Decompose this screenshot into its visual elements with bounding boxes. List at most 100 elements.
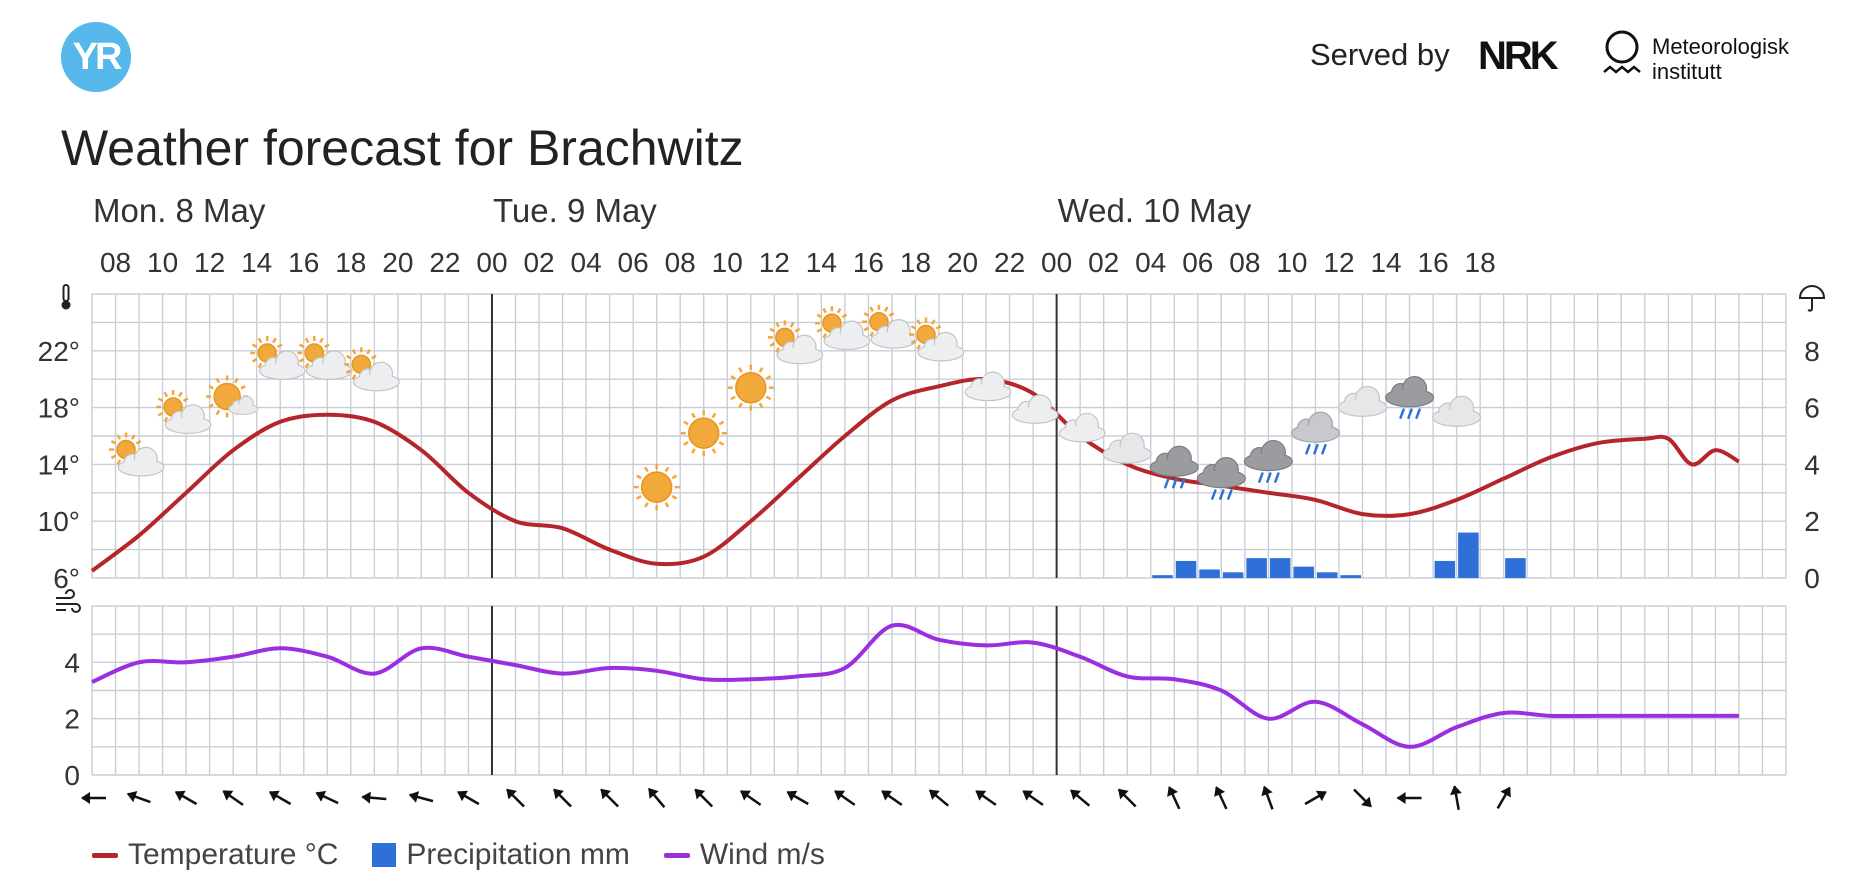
legend-label-temperature: Temperature °C xyxy=(128,838,339,871)
y-axis-labels: 6° 10° 14° 18° 22° 0 2 4 6 8 0 2 4 xyxy=(38,336,1820,791)
hour-label: 14 xyxy=(241,247,272,278)
clear-day-icon xyxy=(680,410,727,457)
wind-arrow xyxy=(1167,786,1181,810)
precipitation-bar xyxy=(1246,558,1267,578)
partly-cloudy-day-icon xyxy=(250,336,306,380)
light-rain-icon xyxy=(1196,457,1246,500)
hour-label: 02 xyxy=(1088,247,1119,278)
hour-label: 14 xyxy=(1370,247,1401,278)
precipitation-bar xyxy=(1293,566,1314,578)
wind-arrow xyxy=(1070,789,1091,807)
met-institute-icon xyxy=(1603,30,1641,74)
hour-label: 00 xyxy=(476,247,507,278)
legend-item-precipitation: Precipitation mm xyxy=(372,838,630,872)
hour-label: 18 xyxy=(1465,247,1496,278)
wind-arrow xyxy=(408,791,434,803)
day-label: Wed. 10 May xyxy=(1058,192,1252,229)
wind-tick-label: 4 xyxy=(64,647,80,678)
wind-arrow xyxy=(786,790,809,806)
wind-arrow xyxy=(1304,790,1327,806)
temperature-tick-label: 22° xyxy=(38,336,80,367)
met-name-line1: Meteorologisk xyxy=(1652,34,1789,59)
partly-cloudy-day-icon xyxy=(767,320,824,365)
wind-arrow xyxy=(1261,785,1274,810)
legend: Temperature °C Precipitation mm Wind m/s xyxy=(92,838,859,872)
wind-arrow xyxy=(600,788,619,808)
hour-label: 22 xyxy=(429,247,460,278)
wind-arrow xyxy=(506,788,525,808)
day-label: Tue. 9 May xyxy=(493,192,657,229)
hour-label: 08 xyxy=(100,247,131,278)
hour-label: 00 xyxy=(1041,247,1072,278)
partly-cloudy-day-icon xyxy=(297,336,353,380)
wind-arrow xyxy=(315,790,339,805)
fair-day-icon xyxy=(206,375,259,418)
temperature-tick-label: 6° xyxy=(53,563,80,594)
wind-arrow xyxy=(1496,786,1511,810)
precipitation-bars xyxy=(1152,532,1526,578)
legend-swatch-wind xyxy=(663,852,690,858)
hour-label: 18 xyxy=(900,247,931,278)
light-rain-icon xyxy=(1243,439,1293,483)
yr-logo-text: YR xyxy=(72,36,123,78)
legend-swatch-precipitation xyxy=(372,843,397,867)
hour-label: 10 xyxy=(147,247,178,278)
light-rain-icon xyxy=(1149,445,1199,489)
legend-swatch-temperature xyxy=(92,852,118,858)
partly-cloudy-night-icon xyxy=(1058,406,1106,443)
light-rain-showers-icon xyxy=(1290,411,1341,455)
precipitation-bar xyxy=(1269,558,1291,578)
precipitation-tick-label: 0 xyxy=(1804,563,1820,594)
hour-label: 12 xyxy=(194,247,225,278)
wind-arrow xyxy=(1214,786,1228,810)
page-title: Weather forecast for Brachwitz xyxy=(61,120,744,176)
wind-direction-arrows xyxy=(81,785,1511,811)
precipitation-bar xyxy=(1434,560,1456,578)
partly-cloudy-night-icon xyxy=(1011,388,1059,424)
wind-arrow xyxy=(1396,792,1422,804)
precipitation-bar xyxy=(1316,572,1338,578)
temperature-tick-label: 10° xyxy=(38,506,80,537)
hour-label: 06 xyxy=(618,247,649,278)
hour-label: 10 xyxy=(712,247,743,278)
clear-day-icon xyxy=(727,364,774,411)
light-rain-icon xyxy=(1384,376,1435,419)
cloudy-icon xyxy=(1102,432,1152,464)
precipitation-bar xyxy=(1458,532,1479,578)
wind-arrow xyxy=(834,790,856,806)
forecast-chart: Mon. 8 May Tue. 9 May Wed. 10 May 08 10 12 14… xyxy=(38,192,1826,811)
partly-cloudy-day-icon xyxy=(814,306,871,351)
hour-label: 12 xyxy=(759,247,790,278)
met-institute-logo-text[interactable]: Meteorologisk institutt xyxy=(1652,34,1789,84)
hour-label: 16 xyxy=(1418,247,1449,278)
clear-night-icon xyxy=(599,497,615,528)
axis-icons xyxy=(56,284,1826,613)
hour-label: 08 xyxy=(1229,247,1260,278)
wind-arrow xyxy=(81,792,106,804)
clear-night-icon xyxy=(552,480,568,511)
partly-cloudy-day-icon xyxy=(109,432,165,477)
wind-arrow xyxy=(174,790,198,806)
nrk-logo[interactable]: NRK xyxy=(1478,34,1559,78)
clear-night-icon xyxy=(505,457,520,488)
precipitation-tick-label: 2 xyxy=(1804,506,1820,537)
wind-arrow xyxy=(553,788,572,808)
wind-arrow xyxy=(1353,788,1372,808)
legend-item-wind: Wind m/s xyxy=(663,838,825,872)
yr-logo[interactable]: YR xyxy=(61,22,131,92)
precipitation-bar xyxy=(1175,560,1197,578)
clear-day-icon xyxy=(633,464,680,511)
hour-label: 22 xyxy=(994,247,1025,278)
wind-arrow xyxy=(222,790,244,806)
partly-cloudy-day-icon xyxy=(909,317,965,362)
clear-night-icon xyxy=(457,433,473,464)
hour-label: 20 xyxy=(382,247,413,278)
thermometer-icon xyxy=(61,284,71,310)
partly-cloudy-day-icon xyxy=(344,347,400,392)
hour-label: 04 xyxy=(1135,247,1166,278)
hour-label: 10 xyxy=(1276,247,1307,278)
hour-label: 14 xyxy=(806,247,837,278)
hour-label: 12 xyxy=(1323,247,1354,278)
temperature-tick-label: 14° xyxy=(38,449,80,480)
precipitation-bar xyxy=(1340,575,1361,578)
